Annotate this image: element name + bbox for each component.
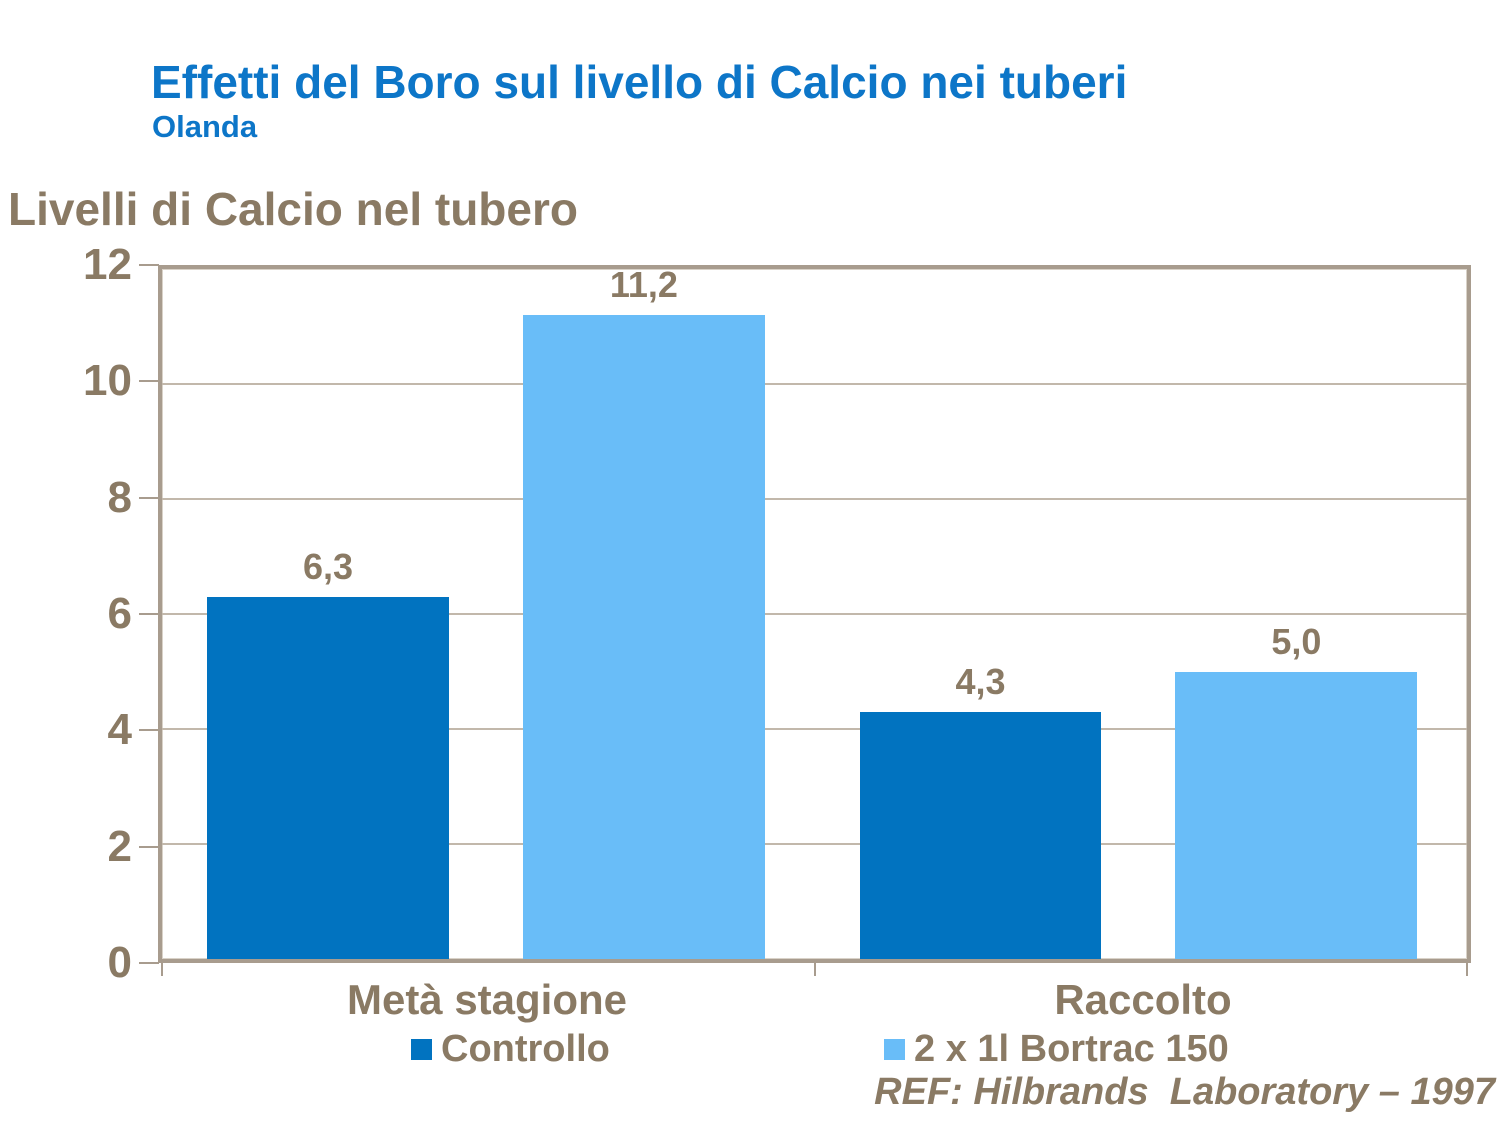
y-tick-mark-2 — [139, 845, 159, 848]
y-tick-label-6: 6 — [107, 589, 132, 638]
bar-value-label: 4,3 — [955, 660, 1006, 702]
legend-swatch-bortrac — [884, 1038, 905, 1060]
bar-value-label: 5,0 — [1271, 620, 1322, 662]
gridline-2 — [162, 843, 1467, 845]
bar-controllo-1 — [859, 711, 1102, 959]
gridline-8 — [162, 498, 1467, 500]
y-tick-mark-4 — [139, 729, 159, 732]
y-axis-tick-marks — [139, 264, 159, 964]
y-tick-label-10: 10 — [83, 356, 132, 406]
x-tick-mark — [1466, 959, 1468, 976]
legend-label-controllo: Controllo — [441, 1028, 610, 1070]
x-tick-mark — [813, 959, 816, 976]
gridline-6 — [162, 613, 1467, 615]
bar-value-label: 11,2 — [609, 264, 678, 305]
page-subtitle: Olanda — [152, 109, 258, 144]
y-tick-mark-10 — [139, 380, 159, 383]
y-axis-labels: 0 2 4 6 8 10 12 — [0, 243, 132, 985]
gridline-10 — [162, 383, 1467, 385]
chart-title: Livelli di Calcio nel tubero — [8, 183, 578, 235]
x-category-label-raccolto: Raccolto — [1054, 976, 1232, 1023]
legend-swatch-controllo — [411, 1038, 432, 1060]
legend-item-controllo: Controllo — [411, 1027, 610, 1071]
y-tick-label-12: 12 — [83, 240, 132, 289]
y-tick-label-0: 0 — [107, 938, 132, 987]
y-tick-label-4: 4 — [107, 705, 132, 755]
y-tick-mark-8 — [139, 496, 159, 499]
bar-controllo-0 — [207, 596, 449, 959]
footer-reference: REF: Hilbrands Laboratory – 1997 — [874, 1071, 1495, 1113]
bar-2-x-1l-bortrac-150-0 — [522, 315, 765, 959]
page-title: Effetti del Boro sul livello di Calcio n… — [151, 56, 1128, 108]
plot-area: 6,3 4,3 11,2 5,0 — [158, 264, 1471, 976]
y-tick-mark-6 — [139, 613, 159, 615]
y-tick-label-8: 8 — [107, 472, 132, 522]
bar-value-label: 6,3 — [302, 545, 354, 587]
y-tick-mark-0 — [139, 962, 159, 964]
y-tick-mark-12 — [139, 264, 159, 266]
bar-2-x-1l-bortrac-150-1 — [1175, 671, 1418, 959]
gridline-4 — [162, 728, 1467, 730]
y-tick-label-2: 2 — [107, 821, 132, 871]
x-tick-mark — [161, 959, 163, 976]
legend-item-bortrac: 2 x 1l Bortrac 150 — [884, 1027, 1229, 1071]
legend-label-bortrac: 2 x 1l Bortrac 150 — [914, 1028, 1229, 1070]
x-category-label-meta-stagione: Metà stagione — [346, 976, 628, 1023]
